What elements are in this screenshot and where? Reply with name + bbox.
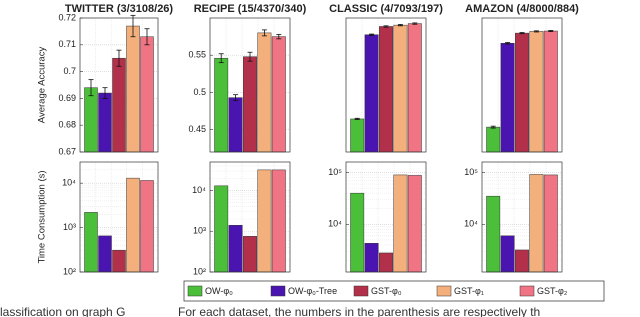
bar [393, 174, 408, 273]
y-tick-label: 10⁴ [464, 219, 478, 229]
bar [529, 31, 544, 153]
bar [140, 180, 154, 273]
bar [350, 118, 365, 153]
bar [228, 225, 243, 273]
y-tick-label: 0.55 [188, 50, 206, 60]
bar [228, 97, 243, 153]
bar [126, 25, 140, 153]
legend-swatch [270, 285, 286, 297]
bar [84, 212, 98, 273]
bar [98, 235, 112, 273]
bar [486, 126, 501, 153]
bar [350, 192, 365, 273]
y-tick-label: 0.71 [58, 39, 76, 49]
bar [257, 169, 272, 273]
axes-frame [79, 161, 159, 273]
y-tick-label: 10³ [63, 222, 76, 232]
chart-title: TWITTER (3/3108/26) [65, 3, 174, 15]
legend-label: GST-φ₂ [537, 286, 568, 296]
legend-label: GST-φ₀ [371, 286, 402, 296]
bar [379, 26, 393, 153]
bar [112, 249, 126, 273]
bar [126, 177, 140, 273]
y-tick-label: 10² [63, 266, 76, 276]
legend-label: GST-φ₁ [454, 286, 484, 296]
bar [364, 34, 379, 153]
bar [486, 195, 501, 273]
bar [515, 32, 529, 153]
bar [214, 57, 229, 153]
axes-frame [345, 161, 427, 273]
bar [112, 57, 126, 153]
bar [214, 185, 229, 273]
y-tick-label: 0.68 [58, 120, 76, 130]
y-tick-label: 10² [193, 266, 206, 276]
bar [364, 243, 379, 273]
y-axis-label: Average Accuracy [37, 47, 48, 124]
axes-frame [209, 17, 291, 153]
bar [379, 252, 393, 273]
bar [515, 249, 529, 273]
y-tick-label: 10⁴ [192, 185, 206, 195]
legend-swatch [436, 285, 452, 297]
legend-box [183, 280, 605, 302]
axes-frame [345, 17, 427, 153]
chart-title: AMAZON (4/8000/884) [465, 3, 579, 15]
y-tick-label: 0.5 [193, 87, 206, 97]
y-tick-label: 10⁴ [328, 219, 342, 229]
y-tick-label: 10⁵ [328, 167, 342, 177]
bar [407, 23, 422, 153]
axes-frame [481, 161, 563, 273]
y-axis-label: Time Consumption (s) [37, 170, 48, 263]
y-tick-label: 0.45 [188, 124, 206, 134]
bar [271, 36, 286, 153]
bar [407, 175, 422, 273]
axes-frame [209, 161, 291, 273]
y-tick-label: 0.72 [58, 12, 76, 22]
y-tick-label: 0.69 [58, 93, 76, 103]
bar [543, 30, 558, 153]
axes-frame [79, 17, 159, 153]
bar [98, 92, 112, 153]
bar [243, 236, 257, 273]
chart-title: CLASSIC (4/7093/197) [329, 3, 443, 15]
caption-text: For each dataset, the numbers in the par… [178, 305, 540, 317]
bar [543, 174, 558, 273]
y-tick-label: 10⁵ [464, 167, 478, 177]
bar [500, 235, 515, 273]
y-tick-label: 0.67 [58, 146, 76, 156]
legend-label: OW-φ₀ [205, 286, 233, 296]
bar [84, 87, 98, 153]
bar [500, 43, 515, 153]
y-tick-label: 10⁴ [62, 178, 76, 188]
legend-swatch [353, 285, 369, 297]
bar [393, 24, 408, 153]
bar [257, 32, 272, 153]
bar [529, 174, 544, 273]
legend-swatch [519, 285, 535, 297]
axes-frame [481, 17, 563, 153]
bar [140, 36, 154, 153]
y-tick-label: 10³ [193, 226, 206, 236]
legend-swatch [187, 285, 203, 297]
legend-label: OW-φ₀-Tree [288, 286, 337, 296]
bar [271, 169, 286, 273]
bar [243, 56, 257, 153]
caption-text: lassification on graph G [0, 305, 125, 317]
y-tick-label: 0.7 [63, 66, 76, 76]
chart-title: RECIPE (15/4370/340) [194, 3, 307, 15]
